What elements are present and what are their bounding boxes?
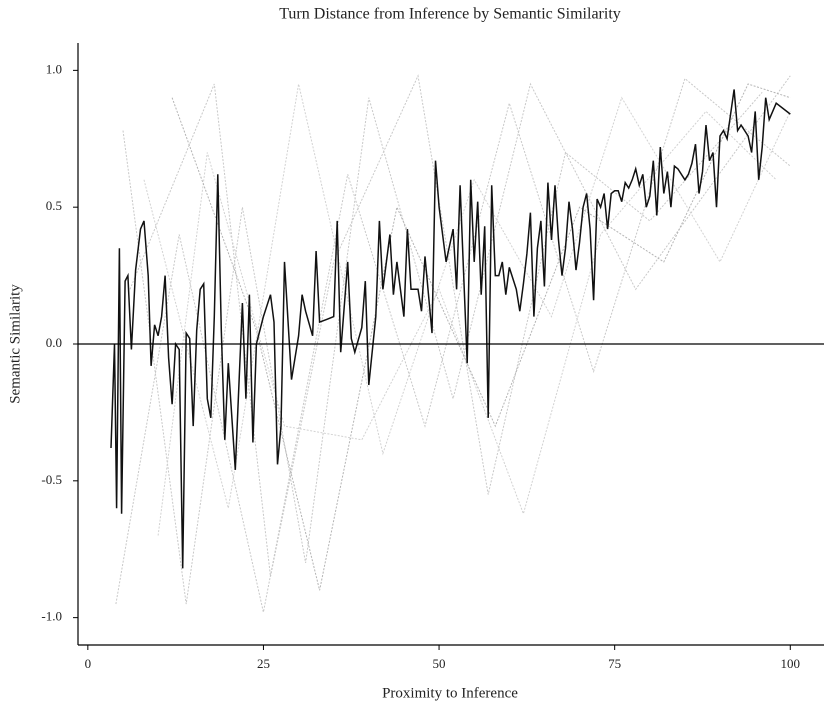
background-line xyxy=(115,77,791,613)
x-tick-label: 0 xyxy=(85,656,92,671)
x-tick-label: 75 xyxy=(608,656,621,671)
y-tick-label: 1.0 xyxy=(46,61,62,76)
series-line xyxy=(110,89,791,569)
x-tick-label: 100 xyxy=(781,656,801,671)
y-tick-label: -1.0 xyxy=(41,609,62,624)
background-line xyxy=(129,74,763,577)
x-tick-label: 50 xyxy=(433,656,446,671)
y-axis-label: Semantic Similarity xyxy=(7,284,23,404)
background-line xyxy=(157,110,777,536)
background-line xyxy=(143,83,791,509)
x-axis-label: Proximity to Inference xyxy=(382,685,518,701)
x-tick-label: 25 xyxy=(257,656,270,671)
background-line xyxy=(171,83,791,591)
y-tick-label: 0.0 xyxy=(46,335,62,350)
chart-title: Turn Distance from Inference by Semantic… xyxy=(279,6,621,23)
y-tick-label: -0.5 xyxy=(41,472,62,487)
y-tick-label: 0.5 xyxy=(46,198,62,213)
